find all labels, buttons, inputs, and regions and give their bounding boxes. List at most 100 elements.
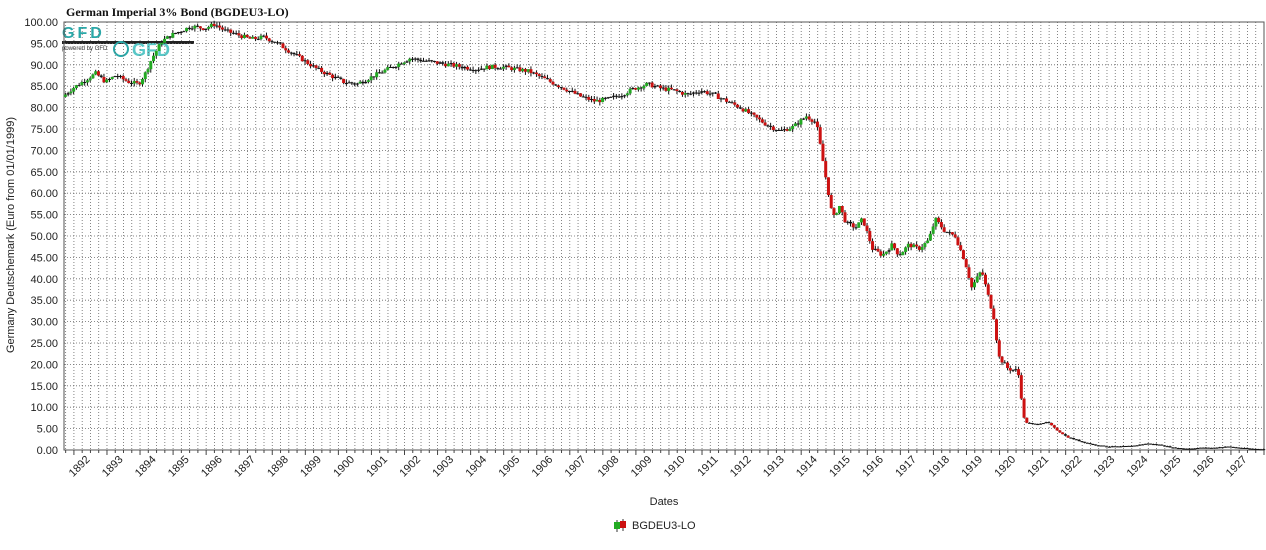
candle	[77, 82, 81, 87]
candle	[361, 80, 365, 85]
candle	[176, 31, 180, 35]
candle	[708, 90, 712, 97]
x-tick-label: 1924	[1125, 454, 1151, 480]
candle	[1011, 369, 1015, 373]
candle	[1088, 442, 1092, 445]
candle	[959, 241, 963, 252]
candle	[501, 64, 505, 72]
candle	[322, 70, 326, 77]
candle	[551, 80, 555, 86]
y-tick-label: 5.00	[37, 424, 58, 436]
y-tick-label: 50.00	[30, 231, 58, 243]
candle	[102, 73, 106, 84]
candle	[835, 212, 839, 216]
candle	[777, 128, 781, 131]
candle	[248, 36, 252, 39]
candle	[691, 91, 695, 97]
candle	[1028, 422, 1032, 424]
candle	[1240, 447, 1244, 449]
candle	[309, 60, 313, 69]
candle	[534, 70, 538, 77]
x-tick-label: 1911	[695, 454, 720, 479]
x-tick-label: 1906	[530, 454, 556, 480]
candle	[113, 75, 117, 78]
candle	[270, 39, 274, 44]
x-tick-label: 1910	[662, 454, 688, 480]
candle	[774, 129, 778, 132]
candle	[1121, 445, 1125, 448]
candle	[141, 77, 145, 87]
candle	[1168, 445, 1172, 448]
candle	[672, 89, 676, 91]
candle	[917, 245, 921, 252]
candle	[978, 271, 982, 280]
candle	[96, 70, 100, 77]
candle	[796, 120, 800, 128]
candle	[91, 73, 95, 79]
candle	[485, 63, 489, 70]
candle	[72, 87, 76, 95]
candle	[556, 84, 560, 89]
candle	[358, 80, 362, 84]
x-tick-label: 1913	[761, 454, 787, 480]
candle	[449, 60, 453, 67]
chart-title: German Imperial 3% Bond (BGDEU3-LO)	[66, 5, 289, 19]
candle	[1226, 446, 1230, 448]
candle	[218, 22, 222, 31]
y-tick-label: 35.00	[30, 295, 58, 307]
candle	[529, 66, 533, 77]
candle	[1135, 445, 1139, 447]
y-tick-label: 10.00	[30, 402, 58, 414]
candle	[1061, 432, 1065, 435]
candle	[424, 59, 428, 62]
candle	[471, 66, 475, 73]
candle	[165, 35, 169, 39]
candle	[353, 82, 357, 87]
candle	[738, 105, 742, 110]
candle	[766, 124, 770, 128]
candle	[972, 279, 976, 290]
x-tick-label: 1921	[1025, 454, 1051, 480]
candle	[399, 62, 403, 65]
gfd-watermark: GFD powered by GFD GFD	[62, 25, 194, 60]
candle	[1058, 430, 1062, 433]
candle	[1030, 422, 1034, 425]
candle	[860, 217, 864, 225]
candle	[851, 221, 855, 231]
candle	[1127, 445, 1131, 447]
candle	[171, 30, 175, 39]
candle	[614, 93, 618, 99]
candle	[873, 245, 877, 251]
candle	[568, 90, 572, 94]
y-tick-label: 90.00	[30, 60, 58, 72]
candle	[727, 100, 731, 103]
candle	[1069, 437, 1073, 439]
candle	[669, 84, 673, 90]
candle	[612, 93, 616, 100]
candle	[138, 81, 142, 86]
candle	[1143, 443, 1147, 445]
candle	[275, 40, 279, 45]
x-tick-label: 1907	[563, 454, 589, 480]
candle	[598, 97, 602, 106]
candle	[350, 81, 354, 86]
candle	[63, 92, 67, 98]
candle	[623, 94, 627, 99]
candle	[934, 217, 938, 230]
candle	[1116, 446, 1120, 448]
candle	[372, 76, 376, 81]
y-tick-label: 0.00	[37, 445, 58, 457]
candle	[689, 90, 693, 96]
candle	[1190, 448, 1194, 450]
candle	[950, 231, 954, 236]
candle	[388, 64, 392, 68]
candle	[587, 94, 591, 102]
x-tick-label: 1923	[1092, 454, 1118, 480]
candle	[1003, 360, 1007, 364]
candle	[711, 92, 715, 97]
x-tick-label: 1908	[596, 454, 622, 480]
candle	[455, 61, 459, 70]
x-tick-label: 1909	[629, 454, 655, 480]
candle	[722, 98, 726, 100]
candle	[493, 62, 497, 71]
